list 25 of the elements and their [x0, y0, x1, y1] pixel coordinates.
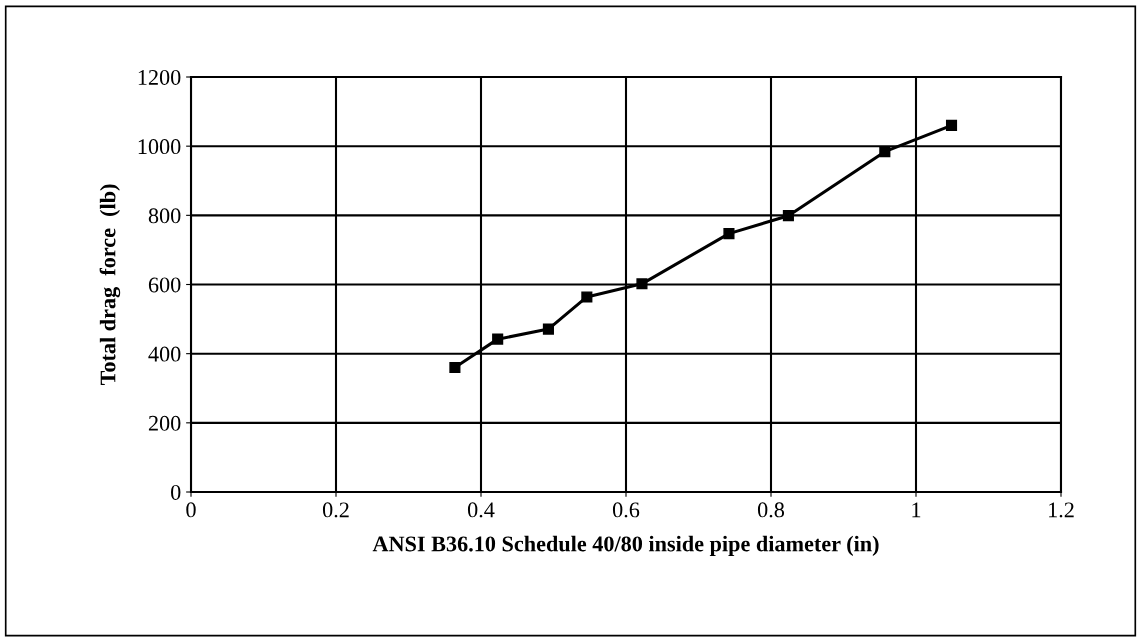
point — [723, 228, 735, 240]
x-tick-label: 0 — [186, 502, 196, 518]
point — [945, 119, 958, 131]
x-axis-title: ANSI B36.10 Schedule 40/80 inside pipe diameter (in) — [372, 535, 879, 556]
y-tick-label: 0 — [171, 484, 181, 500]
y-axis-title: Total drag force (lb) — [99, 184, 121, 386]
point — [449, 361, 461, 374]
x-tick-label: 1 — [912, 502, 921, 518]
point — [879, 146, 891, 158]
y-tick-label: 200 — [148, 415, 181, 431]
x-tick-label: 0.8 — [757, 502, 785, 518]
y-tick-label: 1000 — [138, 139, 181, 155]
point — [542, 323, 554, 335]
point — [636, 278, 648, 290]
y-tick-label: 1200 — [138, 69, 181, 85]
y-tick-label: 600 — [148, 277, 181, 293]
point — [581, 291, 593, 303]
point — [492, 333, 504, 345]
x-tick-label: 1.2 — [1049, 502, 1074, 518]
y-tick-label: 800 — [148, 208, 181, 224]
point — [782, 210, 794, 222]
y-tick-label: 400 — [148, 346, 181, 362]
x-tick-label: 0.2 — [322, 502, 349, 518]
x-tick-label: 0.4 — [467, 502, 495, 518]
x-tick-label: 0.6 — [612, 502, 640, 518]
